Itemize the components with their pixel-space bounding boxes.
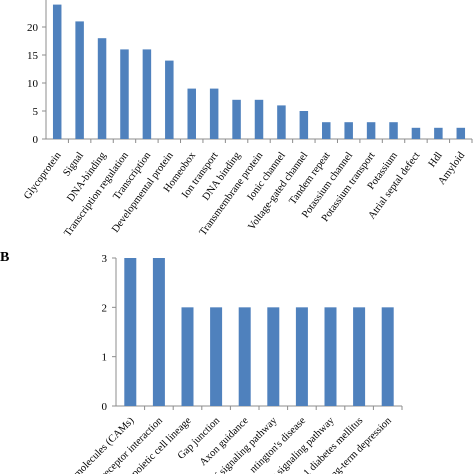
bar-b — [210, 307, 223, 406]
bar-a — [142, 49, 152, 139]
bar-a — [209, 88, 219, 139]
bar-b — [152, 258, 165, 406]
y-tick-label-a: 20 — [27, 22, 39, 34]
bar-b — [353, 307, 366, 406]
bar-a — [75, 21, 84, 139]
x-tick-label-a: Glycoprotein — [22, 150, 64, 202]
x-tick-label-a: Hdl — [427, 150, 445, 169]
y-tick-label-a: 5 — [33, 106, 39, 118]
bar-a — [254, 99, 264, 139]
bar-a — [456, 127, 466, 139]
chart-a: 05101520GlycoproteinSignalDNA-bindingTra… — [22, 0, 473, 239]
bar-a — [52, 4, 62, 139]
bar-a — [232, 99, 241, 139]
bar-b — [124, 258, 137, 406]
y-tick-label-a: 15 — [27, 50, 39, 62]
bar-a — [366, 122, 376, 139]
bar-a — [299, 111, 309, 139]
bar-a — [389, 122, 398, 139]
y-tick-label-b: 2 — [102, 302, 108, 314]
bar-b — [324, 307, 337, 406]
bar-a — [277, 105, 286, 139]
y-tick-label-b: 0 — [102, 401, 108, 413]
y-tick-label-b: 1 — [102, 352, 108, 364]
bar-a — [97, 38, 107, 140]
bar-a — [187, 88, 196, 139]
bar-a — [344, 122, 353, 139]
panel-b-label: B — [0, 250, 9, 265]
bar-a — [120, 49, 129, 139]
bar-a — [165, 60, 174, 139]
bar-b — [295, 307, 308, 406]
bar-a — [411, 127, 421, 139]
y-tick-label-a: 0 — [33, 134, 39, 146]
bar-b — [181, 307, 194, 406]
bar-b — [381, 307, 394, 406]
y-tick-label-b: 3 — [102, 253, 108, 265]
bar-b — [238, 307, 251, 406]
bar-b — [267, 307, 280, 406]
bar-a — [322, 122, 331, 139]
y-tick-label-a: 10 — [27, 78, 39, 90]
bar-a — [434, 127, 443, 139]
